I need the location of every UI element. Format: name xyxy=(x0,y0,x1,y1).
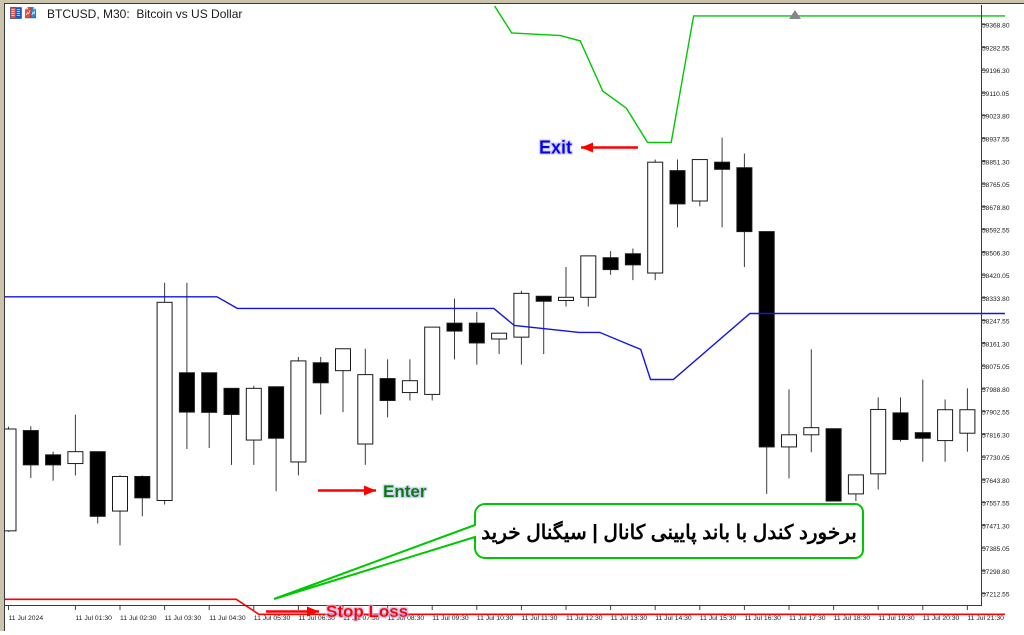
svg-text:11 Jul 19:30: 11 Jul 19:30 xyxy=(878,615,915,622)
svg-text:11 Jul 21:30: 11 Jul 21:30 xyxy=(967,615,1004,622)
svg-text:11 Jul 12:30: 11 Jul 12:30 xyxy=(566,615,603,622)
svg-text:57902.55: 57902.55 xyxy=(982,410,1010,417)
svg-text:57298.80: 57298.80 xyxy=(982,569,1010,576)
svg-text:58506.30: 58506.30 xyxy=(982,250,1010,257)
svg-text:57816.30: 57816.30 xyxy=(982,432,1010,439)
svg-text:Stop Loss: Stop Loss xyxy=(326,602,408,621)
svg-text:57471.30: 57471.30 xyxy=(982,523,1010,530)
svg-text:59282.55: 59282.55 xyxy=(982,46,1010,53)
svg-text:11 Jul 14:30: 11 Jul 14:30 xyxy=(655,615,692,622)
svg-text:57988.80: 57988.80 xyxy=(982,387,1010,394)
svg-text:59023.80: 59023.80 xyxy=(982,114,1010,121)
svg-text:57730.05: 57730.05 xyxy=(982,455,1010,462)
svg-text:11 Jul 16:30: 11 Jul 16:30 xyxy=(744,615,781,622)
svg-text:11 Jul 13:30: 11 Jul 13:30 xyxy=(611,615,648,622)
svg-text:11 Jul 10:30: 11 Jul 10:30 xyxy=(477,615,514,622)
svg-text:58592.55: 58592.55 xyxy=(982,228,1010,235)
svg-text:58678.80: 58678.80 xyxy=(982,205,1010,212)
svg-text:59110.05: 59110.05 xyxy=(982,91,1009,98)
svg-text:59196.30: 59196.30 xyxy=(982,68,1010,75)
svg-text:11 Jul 17:30: 11 Jul 17:30 xyxy=(789,615,826,622)
svg-text:11 Jul 05:30: 11 Jul 05:30 xyxy=(254,615,291,622)
svg-text:11 Jul 02:30: 11 Jul 02:30 xyxy=(120,615,157,622)
svg-text:11 Jul 11:30: 11 Jul 11:30 xyxy=(521,615,557,622)
svg-text:برخورد کندل با باند پایینی کان: برخورد کندل با باند پایینی کانال | سیگنا… xyxy=(481,520,857,545)
svg-text:11 Jul 03:30: 11 Jul 03:30 xyxy=(165,615,202,622)
svg-text:58765.05: 58765.05 xyxy=(982,182,1010,189)
svg-text:57385.05: 57385.05 xyxy=(982,546,1010,553)
svg-text:11 Jul 2024: 11 Jul 2024 xyxy=(9,615,44,622)
svg-text:59368.80: 59368.80 xyxy=(982,23,1010,30)
svg-text:11 Jul 18:30: 11 Jul 18:30 xyxy=(834,615,871,622)
svg-text:58851.30: 58851.30 xyxy=(982,159,1010,166)
svg-text:11 Jul 15:30: 11 Jul 15:30 xyxy=(700,615,737,622)
svg-text:11 Jul 20:30: 11 Jul 20:30 xyxy=(923,615,960,622)
svg-text:58333.80: 58333.80 xyxy=(982,296,1010,303)
svg-text:11 Jul 09:30: 11 Jul 09:30 xyxy=(432,615,469,622)
svg-text:11 Jul 04:30: 11 Jul 04:30 xyxy=(209,615,246,622)
svg-text:58247.55: 58247.55 xyxy=(982,319,1010,326)
svg-text:58420.05: 58420.05 xyxy=(982,273,1010,280)
svg-text:58161.30: 58161.30 xyxy=(982,341,1010,348)
svg-text:Exit: Exit xyxy=(539,138,572,158)
svg-text:57557.55: 57557.55 xyxy=(982,501,1010,508)
svg-text:57643.80: 57643.80 xyxy=(982,478,1010,485)
svg-text:11 Jul 01:30: 11 Jul 01:30 xyxy=(75,615,112,622)
svg-text:Enter: Enter xyxy=(383,482,427,501)
svg-text:58937.55: 58937.55 xyxy=(982,137,1010,144)
svg-text:58075.05: 58075.05 xyxy=(982,364,1010,371)
svg-text:57212.55: 57212.55 xyxy=(982,592,1010,599)
